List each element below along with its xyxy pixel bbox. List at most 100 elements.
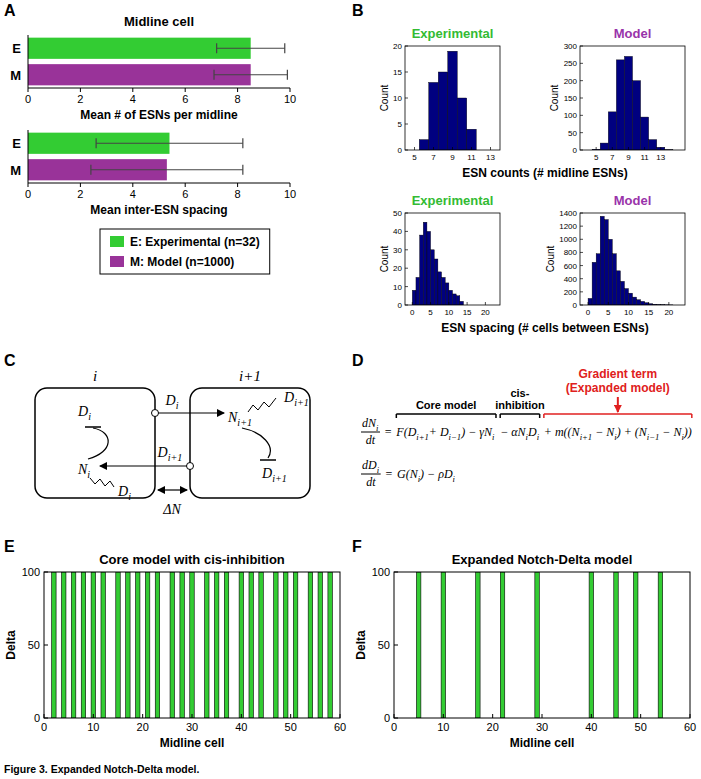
error-bar <box>214 70 287 80</box>
tick <box>394 572 398 573</box>
tick-label: 400 <box>564 275 578 284</box>
tick <box>490 147 491 150</box>
tick-label: 13 <box>486 153 495 162</box>
tick <box>405 249 408 250</box>
ligand-dot <box>152 410 159 417</box>
panel-title: Experimental <box>412 26 494 41</box>
cell-bar <box>170 572 174 718</box>
hist-bar <box>429 82 439 150</box>
cell <box>190 388 310 498</box>
token: − N <box>659 425 682 439</box>
figure: Midline cellEM0246810Mean # of ESNs per … <box>0 0 701 779</box>
eq-segment: = <box>384 425 392 439</box>
tick-label: 600 <box>564 262 578 271</box>
token: ΔN <box>162 502 181 517</box>
token: ) − ρD <box>419 467 453 481</box>
tick <box>80 88 81 92</box>
ligand-dot <box>187 463 194 470</box>
diagram-label: Di <box>165 393 179 411</box>
token: D <box>261 466 272 481</box>
tick-label: 50 <box>393 209 402 218</box>
tick-label: 11 <box>467 153 476 162</box>
bracket-line <box>544 413 692 415</box>
hist-bar <box>616 60 624 150</box>
arrow <box>617 397 619 412</box>
wavy-line <box>248 398 276 412</box>
category-label: M <box>10 68 21 83</box>
subscript: i <box>453 474 456 484</box>
subscript: i <box>376 423 379 433</box>
subscript: i <box>176 400 179 411</box>
cell-name: i+1 <box>239 368 261 384</box>
cell-bar <box>259 572 263 718</box>
tick <box>142 714 143 718</box>
token: ) − γN <box>460 425 493 439</box>
panel-title: Experimental <box>412 193 494 208</box>
eq-denominator: dt <box>366 433 376 447</box>
tick <box>448 302 449 305</box>
eq-segment: = <box>385 467 393 481</box>
plot-frame <box>44 572 340 718</box>
tick <box>290 88 291 92</box>
subscript: i <box>88 411 91 422</box>
tick-label: 0 <box>391 721 397 733</box>
diagram-label: Di+1 <box>283 390 309 408</box>
tick-label: 10 <box>444 308 453 317</box>
tick <box>660 147 661 150</box>
subscript: i+1 <box>168 452 183 463</box>
tick <box>185 183 186 187</box>
tick-label: 1400 <box>559 209 577 218</box>
tick-label: 20 <box>487 721 499 733</box>
cell-bar <box>205 572 209 718</box>
caption: Figure 3. Expanded Notch-Delta model. <box>4 763 200 775</box>
tick <box>580 115 583 116</box>
tick <box>628 147 629 150</box>
tick-label: 0 <box>25 93 31 105</box>
tick <box>668 302 669 305</box>
cell-bar <box>500 572 504 718</box>
tick-label: 50 <box>635 721 647 733</box>
subscript: i <box>377 465 380 475</box>
hist-bar <box>448 51 458 150</box>
tick <box>132 88 133 92</box>
tick <box>340 714 341 718</box>
tick-label: 0 <box>586 308 591 317</box>
bracket-end <box>499 414 501 418</box>
subscript: i+1 <box>237 417 252 428</box>
cell-bar <box>614 572 618 718</box>
tick <box>467 302 468 305</box>
panel-letter: F <box>352 538 362 555</box>
legend-swatch <box>110 256 124 267</box>
hist-bar <box>641 117 649 150</box>
eq-header: cis- <box>510 387 529 399</box>
token: D <box>283 390 294 405</box>
panel-letter: D <box>352 352 364 369</box>
tick-label: 10 <box>393 94 402 103</box>
tick <box>648 302 649 305</box>
token: D <box>157 445 168 460</box>
tick <box>237 183 238 187</box>
subscript: i−1 <box>449 432 462 442</box>
hist-bar <box>628 293 632 305</box>
tick-label: 4 <box>130 93 136 105</box>
hist-bar <box>641 301 645 305</box>
cell-bar <box>155 572 159 718</box>
hist-bar <box>620 281 624 305</box>
tick <box>580 80 583 81</box>
plot-marks <box>28 38 287 86</box>
axis-title: ESN counts (# midline ESNs) <box>462 166 627 180</box>
arrow <box>100 465 187 466</box>
token: + D <box>429 425 449 439</box>
tick <box>608 302 609 305</box>
eq-segment: G(Ni) − ρDi <box>397 467 456 484</box>
cell-bar <box>126 572 130 718</box>
bracket-line <box>500 413 539 415</box>
subscript: i <box>128 491 131 502</box>
tick <box>394 714 395 718</box>
axis-title: Mean inter-ESN spacing <box>90 203 227 217</box>
tick-label: 7 <box>610 153 615 162</box>
diagram-label: Di+1 <box>261 466 287 484</box>
axis-title: Midline cell <box>160 736 225 750</box>
tick-label: 30 <box>536 721 548 733</box>
eq-segment: F(Di+1+ Di−1) − γNi <box>395 425 495 442</box>
